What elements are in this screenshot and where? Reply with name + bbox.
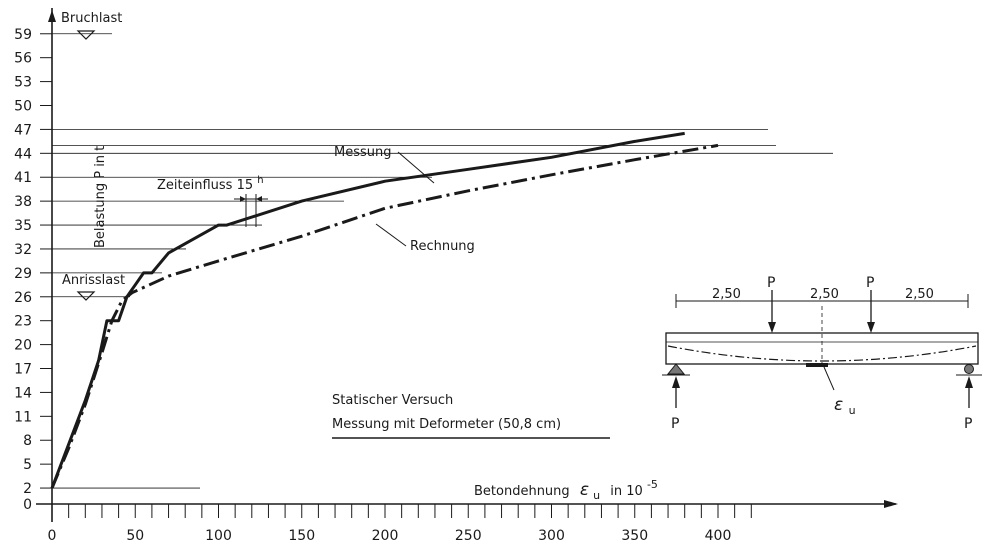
x-axis-title-sub: u	[593, 489, 600, 502]
beam-inset: 2,50 2,50 2,50 P P ε u P P	[662, 275, 982, 432]
support-right	[964, 364, 974, 374]
y-axis-arrow	[48, 10, 56, 22]
support-left	[666, 363, 686, 375]
x-axis-title-unit: in 10	[610, 484, 643, 499]
messung-leader	[397, 151, 435, 184]
y-tick-label: 38	[14, 194, 32, 210]
series-line-rechnung	[50, 143, 719, 489]
x-tick-label: 150	[288, 528, 315, 544]
reaction-label-right: P	[964, 416, 972, 432]
y-tick-label: 32	[14, 242, 32, 258]
load-label-right: P	[866, 275, 874, 291]
load-arrowhead-right	[867, 322, 875, 333]
x-tick-label: 0	[48, 528, 57, 544]
strain-gauge-leader	[823, 366, 835, 391]
anrisslast-label: Anrisslast	[62, 273, 125, 288]
y-tick-label: 20	[14, 338, 32, 354]
beam-dim-2: 2,50	[810, 287, 839, 302]
x-axis-arrow	[884, 500, 898, 508]
x-axis-title-symbol: ε	[580, 480, 589, 500]
versuch-line1: Statischer Versuch	[332, 393, 453, 408]
strain-sub: u	[849, 404, 856, 417]
y-axis-title: Belastung P in t	[93, 146, 108, 248]
x-tick-label: 250	[455, 528, 482, 544]
beam-deflection-curve	[667, 345, 977, 362]
y-tick-label: 11	[14, 409, 32, 425]
y-tick-label: 14	[14, 385, 32, 401]
y-tick-label: 59	[14, 27, 32, 43]
x-tick-label: 200	[372, 528, 399, 544]
load-arrowhead-left	[768, 322, 776, 333]
zeiteinfluss-sup: h	[257, 175, 263, 186]
y-tick-label: 17	[14, 362, 32, 378]
zeiteinfluss-text: Zeiteinfluss 15	[157, 178, 253, 193]
y-tick-label: 8	[23, 433, 32, 449]
x-tick-label: 350	[621, 528, 648, 544]
beam-dim-1: 2,50	[712, 287, 741, 302]
y-tick-label: 56	[14, 51, 32, 67]
y-tick-label: 0	[23, 497, 32, 513]
y-tick-label: 50	[14, 99, 32, 115]
strain-gauge	[806, 363, 828, 367]
y-tick-label: 5	[23, 457, 32, 473]
y-tick-label: 2	[23, 481, 32, 497]
reaction-label-left: P	[671, 416, 679, 432]
series-line-messung	[50, 131, 685, 489]
y-tick-marks: 02 5 8 11 14 17 20 23 26 29 32 35 38 41 44 47 50 53 56 59	[14, 27, 52, 513]
rechnung-leader	[375, 223, 407, 247]
zeiteinfluss-arrow-right	[256, 196, 262, 202]
beam-dim-3: 2,50	[905, 287, 934, 302]
zeiteinfluss-label: Zeiteinfluss 15 h	[157, 175, 264, 193]
y-tick-label: 41	[14, 170, 32, 186]
y-tick-label: 26	[14, 290, 32, 306]
horizontal-reference-lines	[52, 33, 833, 489]
load-label-left: P	[767, 275, 775, 291]
messung-label: Messung	[334, 145, 392, 160]
x-tick-label: 300	[538, 528, 565, 544]
reaction-arrowhead-right	[965, 376, 973, 388]
x-tick-label: 50	[126, 528, 144, 544]
y-tick-label: 23	[14, 314, 32, 330]
y-tick-label: 47	[14, 122, 32, 138]
y-tick-label: 44	[14, 146, 32, 162]
bruchlast-label: Bruchlast	[61, 11, 122, 26]
y-tick-label: 53	[14, 75, 32, 91]
bruchlast-marker	[76, 30, 96, 40]
rechnung-label: Rechnung	[410, 239, 475, 254]
x-axis-title-exp: -5	[647, 478, 658, 491]
x-tick-label: 100	[205, 528, 232, 544]
anrisslast-marker	[76, 291, 96, 301]
x-tick-marks: 0 50 100 150 200 250 300 350 400	[48, 504, 752, 544]
strain-label: ε u	[834, 395, 856, 417]
y-tick-label: 35	[14, 218, 32, 234]
x-axis-title-prefix: Betondehnung	[474, 484, 570, 499]
y-tick-label: 29	[14, 266, 32, 282]
strain-symbol: ε	[834, 395, 843, 415]
series-layer	[50, 131, 719, 489]
versuch-line2: Messung mit Deformeter (50,8 cm)	[332, 417, 561, 432]
zeiteinfluss-arrow-left	[240, 196, 246, 202]
x-tick-label: 400	[705, 528, 732, 544]
x-axis-title: Betondehnung ε u in 10 -5	[474, 478, 658, 503]
reaction-arrowhead-left	[672, 376, 680, 388]
